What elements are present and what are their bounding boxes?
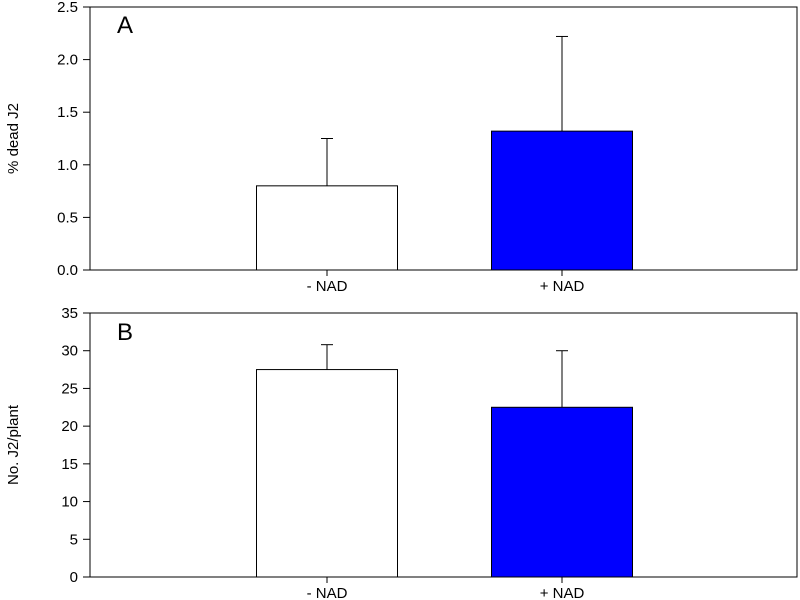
y-tick-label: 2.0 (57, 52, 78, 69)
panel-b: 0 5 10 15 20 25 30 35 - NAD + NAD B No. J2/plant (5, 305, 798, 600)
panel-letter: A (117, 12, 133, 39)
y-tick-label: 0 (70, 569, 78, 586)
x-tick-label: + NAD (540, 585, 585, 600)
bar (256, 185, 398, 271)
y-tick-label: 15 (61, 456, 78, 473)
y-axis-label: No. J2/plant (5, 404, 22, 485)
bar (256, 369, 398, 578)
panel-letter: B (117, 319, 133, 346)
plot-frame (89, 6, 798, 271)
x-tick-label: - NAD (307, 278, 348, 295)
bar (491, 406, 633, 578)
y-axis-label: % dead J2 (5, 103, 22, 174)
y-tick-label: 2.5 (57, 0, 78, 16)
x-tick-label: + NAD (540, 278, 585, 295)
plot-frame (89, 312, 798, 578)
y-tick-label: 10 (61, 494, 78, 511)
y-tick-label: 20 (61, 418, 78, 435)
bar (491, 130, 633, 271)
y-tick-label: 35 (61, 305, 78, 322)
panel-a: 0.0 0.5 1.0 1.5 2.0 2.5 - NAD + NAD A % dead J2 (5, 0, 798, 295)
x-tick-label: - NAD (307, 585, 348, 600)
y-tick-label: 25 (61, 380, 78, 397)
y-tick-label: 0.0 (57, 262, 78, 279)
y-tick-label: 30 (61, 343, 78, 360)
y-tick-label: 5 (70, 531, 78, 548)
y-tick-label: 1.5 (57, 104, 78, 121)
y-tick-label: 1.0 (57, 157, 78, 174)
y-tick-label: 0.5 (57, 209, 78, 226)
